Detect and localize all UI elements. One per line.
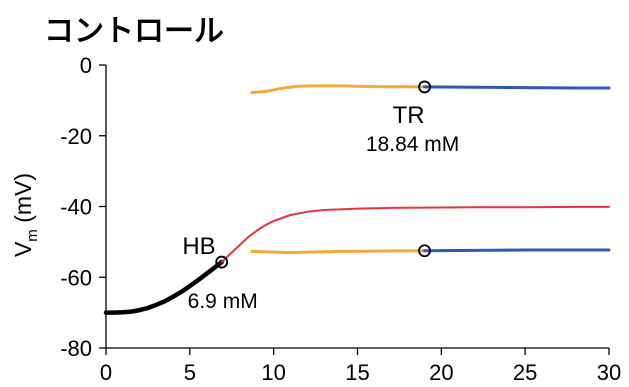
annotation-tr: TR bbox=[393, 102, 425, 129]
x-tick-label: 30 bbox=[597, 360, 621, 385]
bifurcation-marker bbox=[215, 255, 229, 269]
y-tick-label: -80 bbox=[60, 336, 92, 361]
annotation-tr-value: 18.84 mM bbox=[366, 133, 459, 156]
series-line bbox=[250, 84, 427, 95]
x-tick-label: 20 bbox=[429, 360, 453, 385]
series-line bbox=[423, 248, 611, 253]
series-group bbox=[103, 84, 611, 315]
y-tick-label: -60 bbox=[60, 265, 92, 290]
y-tick-label: 0 bbox=[80, 53, 92, 78]
y-tick-label: -20 bbox=[60, 124, 92, 149]
series-line bbox=[250, 249, 427, 254]
annotation-hb-value: 6.9 mM bbox=[188, 290, 258, 313]
chart-title: コントロール bbox=[44, 14, 224, 49]
bifurcation-marker bbox=[418, 244, 431, 258]
x-tick-label: 0 bbox=[100, 360, 112, 385]
axes: 0 5 10 15 20 25 30 0 -20 -40 -60 -80 bbox=[60, 53, 621, 385]
x-tick-label: 10 bbox=[261, 360, 285, 385]
bifurcation-marker bbox=[418, 80, 431, 94]
series-line bbox=[103, 259, 224, 315]
series-line bbox=[220, 205, 610, 263]
y-axis-label: Vm (mV) bbox=[10, 173, 41, 257]
x-tick-label: 15 bbox=[345, 360, 369, 385]
markers-group bbox=[215, 80, 431, 269]
x-tick-label: 25 bbox=[513, 360, 537, 385]
x-tick-label: 5 bbox=[184, 360, 196, 385]
series-line bbox=[423, 85, 611, 90]
annotation-hb: HB bbox=[182, 233, 215, 260]
annotations-group: HB 6.9 mM TR 18.84 mM bbox=[182, 102, 459, 313]
y-tick-label: -40 bbox=[60, 195, 92, 220]
